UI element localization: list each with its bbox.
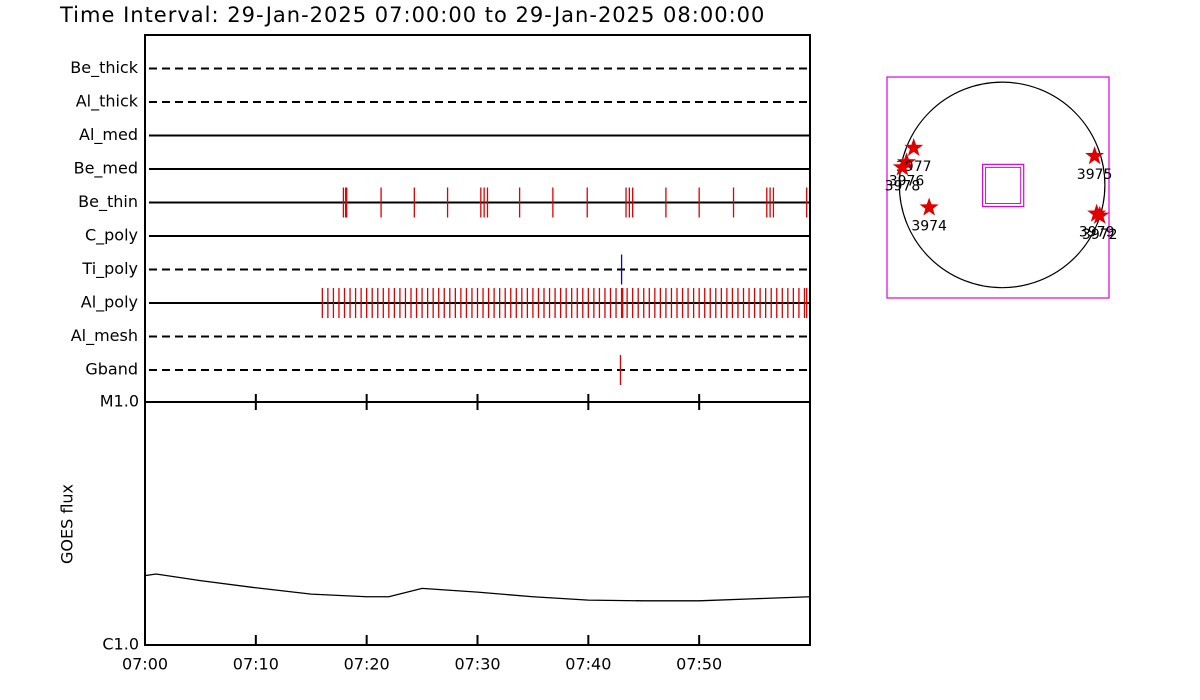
map-frame — [886, 76, 1110, 299]
region-label: 3975 — [1077, 167, 1113, 183]
active-region — [897, 152, 917, 171]
region-label: 3978 — [885, 178, 921, 194]
row-label: Be_thin — [78, 192, 138, 212]
row-label: Be_thick — [70, 58, 138, 78]
x-tick-label: 07:00 — [122, 655, 168, 674]
row-label: Ti_poly — [81, 259, 138, 279]
region-label: 3972 — [1082, 227, 1118, 243]
row-label: C_poly — [85, 226, 138, 246]
y-tick-label: C1.0 — [102, 635, 139, 654]
y-axis-label: GOES flux — [58, 484, 77, 564]
x-tick-label: 07:40 — [565, 655, 611, 674]
fov-box — [981, 163, 1025, 208]
row-label: Gband — [85, 360, 138, 379]
row-label: Al_thick — [76, 92, 139, 112]
goes-curve — [144, 573, 811, 602]
active-region — [1090, 205, 1110, 224]
goes-frame — [144, 401, 811, 646]
row-label: Be_med — [74, 159, 138, 179]
active-region — [904, 137, 924, 157]
y-tick-label: M1.0 — [100, 392, 139, 411]
x-tick-label: 07:20 — [344, 655, 390, 674]
x-tick-label: 07:30 — [454, 655, 500, 674]
active-region — [919, 197, 939, 216]
region-label: 3979 — [1079, 225, 1115, 241]
active-region — [1085, 146, 1105, 165]
fov-box-inner — [985, 166, 1022, 205]
region-label: 3974 — [911, 219, 947, 235]
x-tick-label: 07:10 — [233, 655, 279, 674]
active-region — [892, 157, 912, 176]
region-label: 3976 — [889, 173, 925, 189]
solar-limb — [898, 81, 1106, 289]
timeline-frame — [144, 34, 811, 403]
row-label: Al_poly — [81, 293, 138, 313]
chart-title: Time Interval: 29-Jan-2025 07:00:00 to 2… — [59, 3, 765, 27]
row-label: Al_mesh — [71, 326, 138, 346]
row-label: Al_med — [79, 125, 138, 145]
x-tick-label: 07:50 — [676, 655, 722, 674]
